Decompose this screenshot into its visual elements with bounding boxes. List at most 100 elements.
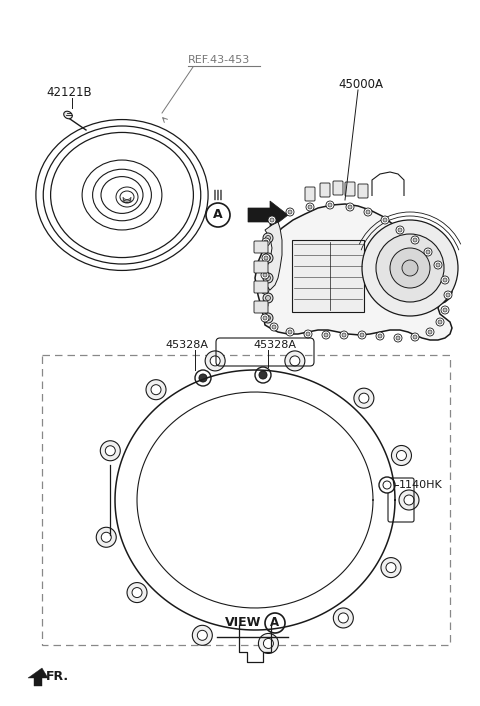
Circle shape [151,385,161,395]
Ellipse shape [64,112,72,119]
Circle shape [262,254,270,262]
Circle shape [261,286,269,294]
Circle shape [286,208,294,216]
Circle shape [413,238,417,242]
Circle shape [441,276,449,284]
Circle shape [210,356,220,366]
FancyBboxPatch shape [254,301,268,313]
Circle shape [262,303,266,307]
Circle shape [199,374,207,382]
FancyBboxPatch shape [292,240,364,312]
Polygon shape [28,668,48,686]
Circle shape [265,296,271,301]
Polygon shape [248,201,288,229]
Circle shape [255,367,271,383]
Circle shape [265,275,271,280]
Circle shape [101,532,111,542]
Circle shape [362,220,458,316]
Circle shape [288,330,292,334]
Circle shape [354,388,374,408]
Circle shape [263,288,267,292]
Circle shape [306,203,314,211]
Text: REF.43-453: REF.43-453 [188,55,250,65]
Circle shape [396,226,404,234]
Circle shape [265,256,271,261]
Circle shape [342,333,346,337]
Circle shape [404,495,414,505]
Circle shape [322,331,330,339]
Circle shape [378,334,382,338]
Circle shape [261,314,269,322]
Circle shape [290,356,300,366]
Circle shape [399,490,419,510]
Circle shape [324,333,328,337]
Circle shape [443,278,447,282]
Polygon shape [255,204,452,340]
Circle shape [396,450,407,460]
Circle shape [438,320,442,324]
Circle shape [265,316,271,321]
FancyBboxPatch shape [305,187,315,201]
Text: 45328A: 45328A [165,340,208,350]
Circle shape [205,351,225,371]
Circle shape [288,210,292,214]
Circle shape [381,216,389,224]
FancyBboxPatch shape [358,184,368,198]
Circle shape [386,563,396,573]
Circle shape [348,205,352,209]
Circle shape [398,228,402,232]
Circle shape [263,293,273,303]
Circle shape [424,248,432,256]
Circle shape [264,638,274,648]
Circle shape [262,238,270,246]
Text: 45000A: 45000A [338,78,383,92]
Circle shape [259,371,267,379]
Circle shape [366,210,370,214]
Circle shape [263,273,273,283]
FancyBboxPatch shape [320,183,330,197]
Circle shape [258,633,278,654]
Circle shape [260,301,268,309]
Circle shape [444,291,452,299]
Circle shape [434,261,442,269]
Circle shape [146,380,166,400]
Circle shape [197,630,207,640]
FancyBboxPatch shape [254,281,268,293]
Circle shape [364,208,372,216]
Circle shape [413,335,417,339]
FancyBboxPatch shape [254,241,268,253]
Circle shape [428,330,432,334]
Circle shape [396,336,400,340]
Circle shape [268,216,276,224]
Circle shape [359,393,369,403]
Circle shape [272,325,276,329]
Circle shape [105,445,115,456]
Text: VIEW: VIEW [225,616,261,630]
Circle shape [263,233,273,243]
Text: 1140HK: 1140HK [399,480,443,490]
Circle shape [195,370,211,386]
Circle shape [426,328,434,336]
Circle shape [328,203,332,207]
Circle shape [100,441,120,461]
Circle shape [286,328,294,336]
Circle shape [306,332,310,336]
Circle shape [270,323,278,331]
Circle shape [358,331,366,339]
FancyBboxPatch shape [333,181,343,195]
Text: A: A [213,208,223,222]
Circle shape [360,333,364,337]
Circle shape [261,271,269,279]
Text: FR.: FR. [46,669,69,683]
Circle shape [394,334,402,342]
Circle shape [379,477,395,493]
Circle shape [96,527,116,547]
Circle shape [127,582,147,602]
Circle shape [383,481,391,489]
Circle shape [411,333,419,341]
Circle shape [308,205,312,209]
FancyBboxPatch shape [254,261,268,273]
Circle shape [338,613,348,623]
Circle shape [263,273,267,277]
Polygon shape [265,222,282,290]
